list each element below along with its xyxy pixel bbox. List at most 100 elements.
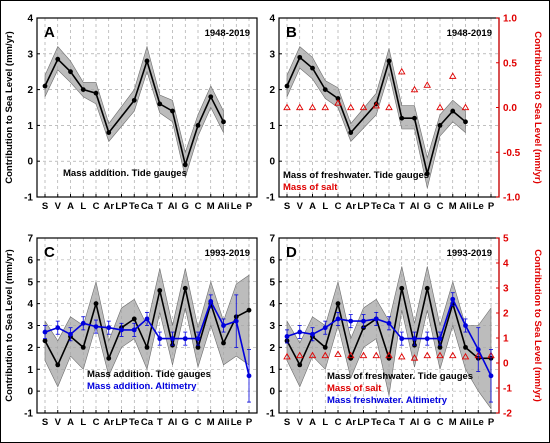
x-tick-label: A: [67, 201, 74, 212]
data-point: [322, 344, 328, 350]
data-point: [106, 325, 112, 331]
x-tick-label: Ca: [141, 201, 154, 212]
salt-marker: [321, 103, 330, 111]
data-point: [437, 123, 443, 128]
data-point: [310, 331, 315, 337]
y-tick-label: 2: [27, 85, 33, 96]
salt-marker: [334, 350, 342, 357]
x-tick-label: G: [182, 417, 189, 428]
y-axis-title: Contribution to Sea Level (mm/yr): [4, 31, 15, 184]
data-point: [412, 336, 417, 342]
data-point: [335, 316, 341, 322]
annotation-blue: Mass freshwater. Altimetry: [327, 395, 448, 406]
x-tick-label: Al: [168, 201, 178, 212]
data-point: [373, 316, 379, 322]
data-point: [144, 316, 150, 322]
x-tick-label: T: [157, 417, 163, 428]
x-tick-label: P: [488, 201, 495, 212]
y-tick-label: 3: [27, 49, 33, 60]
salt-marker: [283, 103, 291, 111]
data-point: [144, 58, 150, 64]
data-point: [80, 87, 86, 92]
uncertainty-band: [44, 45, 224, 179]
x-tick-label: A: [309, 201, 316, 212]
data-point: [208, 299, 214, 304]
x-tick-label: L: [80, 201, 86, 212]
y-tick-label: -1: [24, 409, 33, 420]
salt-marker: [436, 351, 444, 359]
y2-tick-label: 0: [503, 359, 509, 370]
x-tick-label: C: [437, 201, 444, 212]
data-point: [348, 355, 354, 361]
y-tick-label: 4: [27, 14, 33, 25]
series-black: [284, 266, 494, 410]
x-tick-label: Al: [410, 201, 420, 212]
data-point: [195, 336, 201, 342]
data-point: [463, 119, 468, 125]
annotations: Mass addition. Tide gauges: [63, 168, 187, 179]
y-axis-title: Contribution to Sea Level (mm/yr): [4, 249, 15, 402]
x-tick-label: Le: [231, 201, 242, 212]
data-point: [437, 344, 443, 350]
salt-marker: [461, 352, 470, 360]
series-line: [286, 56, 467, 174]
x-tick-label: L: [322, 417, 328, 428]
x-tick-label: L: [80, 417, 86, 428]
x-tick-label: V: [55, 201, 62, 212]
x-tick-label: P: [488, 417, 495, 428]
salt-marker: [321, 351, 330, 359]
x-tick-label: M: [449, 201, 457, 212]
x-tick-label: M: [207, 417, 215, 428]
x-tick-label: C: [195, 201, 202, 212]
series-black: [42, 268, 252, 388]
x-tick-label: Ca: [141, 417, 154, 428]
data-point: [386, 320, 392, 326]
series-blue: [42, 294, 252, 403]
x-tick-label: Ali: [217, 417, 229, 428]
data-point: [93, 90, 99, 96]
x-tick-label: T: [399, 417, 405, 428]
data-point: [55, 325, 61, 331]
y-tick-label: 3: [269, 49, 275, 60]
x-tick-label: Le: [473, 201, 484, 212]
y2-tick-label: 2: [503, 309, 509, 320]
data-point: [182, 162, 188, 168]
salt-marker: [385, 103, 393, 111]
y-tick-label: 3: [27, 321, 33, 332]
data-point: [475, 347, 481, 352]
y-tick-label: 6: [27, 255, 33, 266]
annotation-black: Mass of freshwater. Tide gauges: [283, 170, 429, 181]
y-tick-label: 2: [269, 343, 275, 354]
x-tick-label: A: [67, 417, 74, 428]
data-point: [322, 325, 328, 331]
annotation-red: Mass of salt: [327, 383, 382, 394]
data-point: [450, 296, 456, 302]
uncertainty-band: [286, 46, 466, 189]
x-tick-label: Te: [371, 417, 381, 428]
salt-marker: [372, 351, 381, 359]
y2-tick-label: -2: [503, 409, 512, 420]
y-tick-label: 0: [27, 157, 33, 168]
y-tick-label: 2: [269, 85, 275, 96]
salt-marker: [372, 101, 381, 109]
data-point: [424, 285, 430, 291]
x-tick-label: Ca: [383, 201, 396, 212]
data-point: [450, 108, 456, 114]
period-label: 1993-2019: [205, 248, 250, 259]
data-point: [119, 327, 124, 333]
salt-marker: [423, 351, 432, 359]
x-tick-label: Ar: [103, 417, 114, 428]
panel-letter: A: [44, 24, 55, 41]
x-tick-label: C: [437, 417, 444, 428]
x-tick-label: LP: [115, 201, 128, 212]
data-point: [348, 130, 354, 135]
data-point: [208, 94, 214, 100]
y2-tick-label: -1.0: [503, 193, 521, 204]
annotation-blue: Mass addition. Altimetry: [87, 381, 197, 392]
salt-marker: [308, 103, 317, 111]
x-tick-label: Le: [473, 417, 484, 428]
data-point: [284, 334, 290, 339]
x-tick-label: C: [93, 201, 100, 212]
